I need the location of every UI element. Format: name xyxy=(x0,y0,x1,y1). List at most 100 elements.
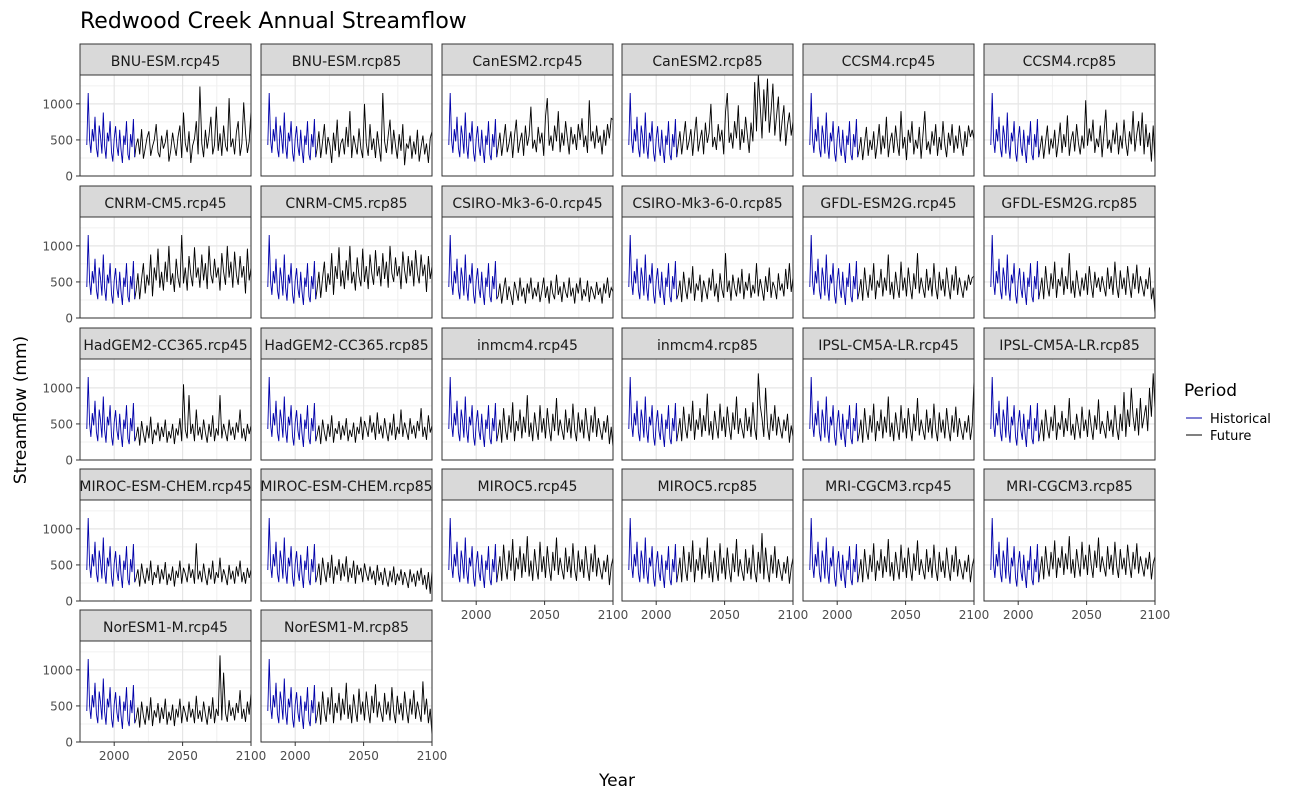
future-series-line xyxy=(676,533,794,584)
historical-series-line xyxy=(86,234,136,306)
facet-panel: inmcm4.rcp85 xyxy=(621,327,794,461)
facet-strip-label: IPSL-CM5A-LR.rcp45 xyxy=(818,338,958,354)
future-series-line xyxy=(1038,253,1156,314)
facet-strip xyxy=(441,43,614,76)
x-tick-label: 2000 xyxy=(99,749,130,763)
facet-strip-label: HadGEM2-CC365.rcp45 xyxy=(83,338,247,354)
facet-panel: IPSL-CM5A-LR.rcp85 xyxy=(983,327,1156,461)
future-series-line xyxy=(857,111,975,161)
plot-area xyxy=(261,359,432,460)
future-series-line xyxy=(315,681,433,735)
panel-border xyxy=(441,74,614,177)
plot-area xyxy=(80,500,251,601)
facet-panel: HadGEM2-CC365.rcp45 0 500 1000 xyxy=(42,327,252,468)
x-tick-label: 2100 xyxy=(1140,608,1171,622)
facet-panel: NorESM1-M.rcp45 0 500 1000 2000 2050 2100 xyxy=(42,609,267,763)
plot-area xyxy=(984,500,1155,601)
x-axis-label: Year xyxy=(598,771,635,791)
y-tick-label: 500 xyxy=(50,275,73,289)
legend-label: Future xyxy=(1210,429,1251,444)
facet-strip xyxy=(621,327,794,360)
facet-strip xyxy=(79,327,252,360)
facet-panel: inmcm4.rcp45 xyxy=(441,327,614,461)
facet-strip xyxy=(802,185,975,218)
plot-area xyxy=(442,217,613,318)
historical-series-line xyxy=(267,234,317,306)
historical-series-line xyxy=(86,376,136,448)
historical-series-line xyxy=(809,92,859,164)
facet-strip xyxy=(441,468,614,501)
x-tick-label: 2050 xyxy=(348,749,379,763)
x-tick-label: 2100 xyxy=(959,608,990,622)
future-series-line xyxy=(1038,536,1156,583)
historical-series-line xyxy=(267,376,317,448)
panel-border xyxy=(621,216,794,319)
facet-panel: BNU-ESM.rcp45 0 500 1000 xyxy=(42,43,252,184)
future-series-line xyxy=(134,234,252,300)
future-series-line xyxy=(496,395,614,448)
historical-series-line xyxy=(448,517,498,589)
facet-strip xyxy=(260,327,433,360)
future-series-line xyxy=(857,253,975,301)
historical-series-line xyxy=(86,517,136,589)
facet-panel: HadGEM2-CC365.rcp85 xyxy=(260,327,433,461)
future-series-line xyxy=(676,74,794,158)
historical-series-line xyxy=(86,658,136,730)
y-tick-label: 1000 xyxy=(42,239,73,253)
facet-panel: CNRM-CM5.rcp85 xyxy=(260,185,433,319)
x-tick-label: 2000 xyxy=(461,608,492,622)
historical-series-line xyxy=(86,92,136,164)
facet-strip xyxy=(260,185,433,218)
facet-strip-label: inmcm4.rcp85 xyxy=(657,338,758,354)
panel-border xyxy=(802,216,975,319)
facet-panel: GFDL-ESM2G.rcp45 xyxy=(802,185,975,319)
plot-area xyxy=(622,75,793,176)
facet-strip xyxy=(79,468,252,501)
historical-series-line xyxy=(448,376,498,448)
panel-border xyxy=(441,216,614,319)
historical-series-line xyxy=(448,92,498,164)
y-tick-label: 1000 xyxy=(42,97,73,111)
plot-area xyxy=(80,641,251,742)
facet-strip xyxy=(802,43,975,76)
panel-border xyxy=(802,74,975,177)
y-tick-label: 0 xyxy=(65,312,73,326)
plot-area xyxy=(80,359,251,460)
future-series-line xyxy=(1038,373,1156,442)
panel-border xyxy=(441,499,614,602)
plot-area xyxy=(803,75,974,176)
facet-panel: MIROC-ESM-CHEM.rcp85 xyxy=(260,468,433,602)
historical-series-line xyxy=(990,92,1040,164)
facet-strip xyxy=(441,185,614,218)
historical-series-line xyxy=(628,376,678,448)
y-tick-label: 1000 xyxy=(42,522,73,536)
facet-strip xyxy=(621,468,794,501)
facet-strip-label: GFDL-ESM2G.rcp85 xyxy=(1001,196,1137,212)
plot-area xyxy=(622,217,793,318)
panel-border xyxy=(260,499,433,602)
x-tick-label: 2000 xyxy=(641,608,672,622)
panel-border xyxy=(79,499,252,602)
plot-area xyxy=(261,500,432,601)
historical-series-line xyxy=(448,234,498,306)
future-series-line xyxy=(676,253,794,303)
panel-border xyxy=(802,358,975,461)
x-tick-label: 2000 xyxy=(1003,608,1034,622)
facet-panel: GFDL-ESM2G.rcp85 xyxy=(983,185,1156,319)
facet-strip-label: CanESM2.rcp45 xyxy=(472,54,582,70)
panel-border xyxy=(983,216,1156,319)
facet-strip-label: CSIRO-Mk3-6-0.rcp85 xyxy=(632,196,782,212)
x-tick-label: 2100 xyxy=(236,749,267,763)
y-tick-label: 500 xyxy=(50,558,73,572)
panel-border xyxy=(621,499,794,602)
facet-panel: IPSL-CM5A-LR.rcp45 xyxy=(802,327,975,461)
facet-strip xyxy=(79,43,252,76)
facet-panel: MRI-CGCM3.rcp45 2000 2050 2100 xyxy=(802,468,990,622)
facet-strip xyxy=(260,43,433,76)
y-tick-label: 500 xyxy=(50,699,73,713)
plot-area xyxy=(984,75,1155,176)
panel-border xyxy=(802,499,975,602)
facet-strip-label: NorESM1-M.rcp85 xyxy=(284,620,409,636)
y-tick-label: 1000 xyxy=(42,663,73,677)
plot-area xyxy=(261,75,432,176)
